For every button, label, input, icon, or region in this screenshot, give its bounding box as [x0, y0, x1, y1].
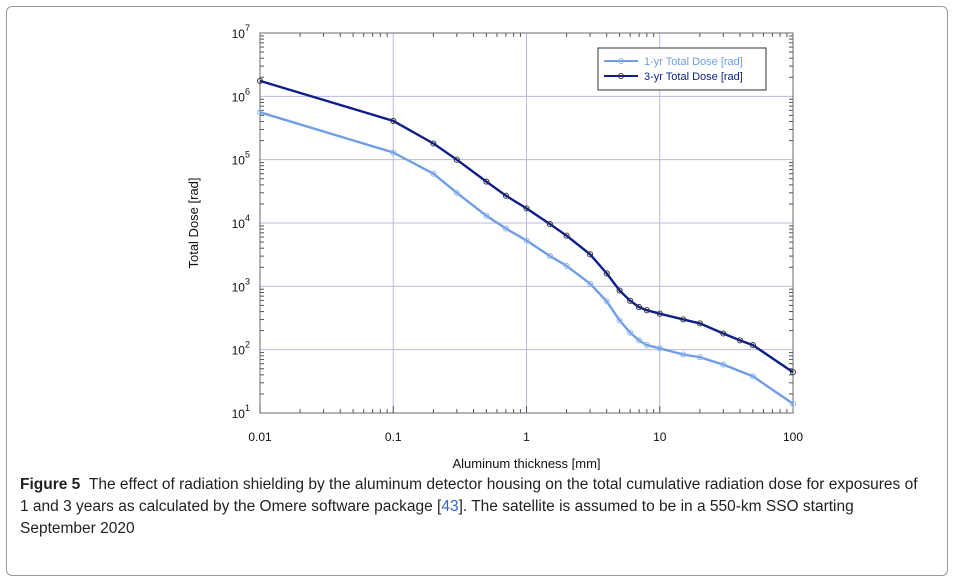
data-point: [603, 298, 610, 305]
series-line: [259, 111, 794, 405]
data-point: [256, 77, 264, 84]
legend-entry-1yr: 1-yr Total Dose [rad]: [644, 56, 743, 68]
series-layer: [256, 77, 797, 407]
data-point: [483, 212, 490, 219]
figure-frame: [6, 6, 948, 576]
y-tick-label: 102: [232, 340, 250, 358]
reference-link[interactable]: 43: [441, 498, 459, 515]
series-1yr: [256, 109, 797, 407]
data-point: [502, 225, 509, 232]
data-point: [453, 156, 460, 163]
caption-text-end: ]. The satellite is assumed to be in a 5…: [20, 498, 854, 537]
data-point: [616, 317, 623, 324]
data-point: [523, 205, 530, 212]
x-tick-label: 0.1: [385, 430, 402, 444]
data-point: [546, 253, 554, 260]
series-3yr: [256, 77, 797, 376]
data-point: [789, 400, 797, 407]
data-point: [523, 237, 530, 244]
y-tick-label: 103: [232, 276, 250, 294]
legend-box: [597, 47, 767, 91]
data-point: [749, 342, 756, 349]
data-point: [636, 304, 643, 311]
data-point: [656, 345, 663, 352]
data-point: [643, 342, 650, 349]
dose-chart: 0.01 0.1 1 10 100 101 102 103 104 105 106 107 1-yr …: [186, 23, 804, 470]
data-point: [627, 329, 634, 336]
data-point: [696, 354, 703, 361]
axis-ticks: 0.01 0.1 1 10 100 101 102 103 104 105 106 107: [232, 23, 804, 444]
legend-marker: [617, 57, 625, 65]
data-point: [720, 330, 727, 337]
legend-entry-3yr: 3-yr Total Dose [rad]: [644, 71, 743, 83]
data-point: [390, 117, 397, 124]
y-tick-label: 104: [232, 213, 250, 231]
y-tick-label: 106: [232, 86, 250, 104]
legend-marker: [617, 72, 625, 80]
data-point: [603, 270, 610, 277]
y-tick-label: 101: [232, 403, 250, 421]
data-point: [502, 192, 509, 199]
x-tick-label: 0.01: [248, 430, 272, 444]
y-axis-label: Total Dose [rad]: [186, 177, 201, 268]
data-point: [696, 320, 703, 327]
data-point: [616, 287, 623, 294]
x-tick-label: 1: [523, 430, 530, 444]
data-point: [453, 189, 460, 196]
legend: 1-yr Total Dose [rad] 3-yr Total Dose [ra…: [597, 47, 767, 91]
data-point: [430, 170, 437, 177]
data-point: [736, 337, 744, 344]
data-point: [680, 316, 687, 323]
data-point: [563, 262, 570, 269]
data-point: [587, 251, 594, 258]
data-point: [656, 310, 663, 317]
data-point: [789, 369, 797, 376]
data-point: [587, 280, 594, 287]
data-point: [749, 373, 756, 380]
data-point: [627, 297, 634, 304]
data-point: [430, 140, 437, 147]
y-tick-label: 107: [232, 23, 250, 41]
x-tick-label: 10: [653, 430, 667, 444]
y-tick-label: 105: [232, 150, 250, 168]
figure-caption: Figure 5 The effect of radiation shieldi…: [20, 474, 930, 540]
x-axis-label: Aluminum thickness [mm]: [452, 456, 600, 470]
series-line: [259, 79, 794, 374]
data-point: [256, 109, 264, 116]
figure-label: Figure 5: [20, 476, 81, 493]
caption-text: The effect of radiation shielding by the…: [20, 476, 918, 515]
data-point: [563, 232, 570, 239]
data-point: [643, 307, 650, 314]
data-point: [720, 361, 727, 368]
data-point: [636, 337, 643, 344]
data-point: [483, 178, 490, 185]
data-point: [546, 221, 554, 228]
data-point: [390, 149, 397, 156]
data-point: [680, 351, 687, 358]
x-tick-label: 100: [783, 430, 803, 444]
